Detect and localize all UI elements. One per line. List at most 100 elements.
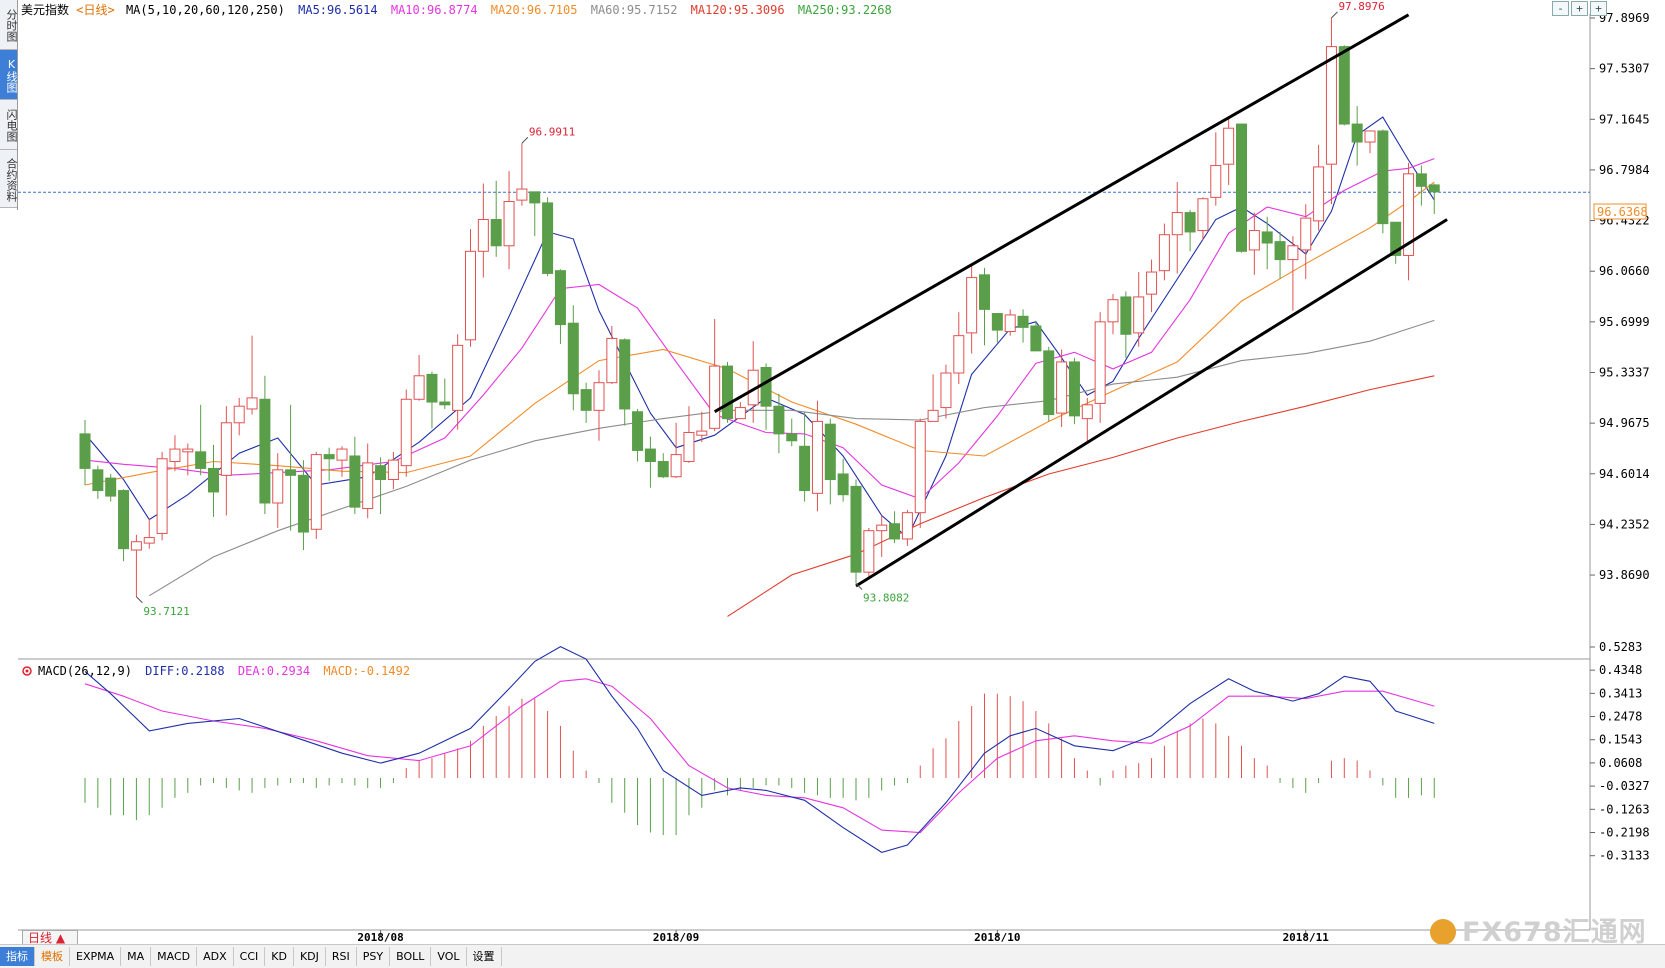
candle-body (1351, 123, 1363, 143)
candle-body (1004, 314, 1016, 333)
candle-body (1313, 166, 1325, 222)
tab-boll[interactable]: BOLL (390, 947, 432, 966)
macd-tick-label: 0.3413 (1599, 686, 1642, 700)
candle-body (169, 448, 181, 463)
macd-tick-label: -0.0327 (1599, 779, 1650, 793)
candle-body (1158, 234, 1170, 272)
candle-body (272, 469, 284, 504)
price-annotations: 96.9911 97.8976 93.7121 93.8082 (136, 0, 1385, 618)
macd-tick-label: -0.1263 (1599, 802, 1650, 816)
candle-body (670, 454, 682, 478)
candle-body (259, 398, 271, 504)
candle-body (1184, 212, 1196, 233)
ma60-value: MA60:95.7152 (591, 3, 678, 17)
low-label-aug: 93.7121 (143, 605, 189, 618)
candle-body (1428, 184, 1440, 193)
period-tag: <日线> (76, 3, 114, 17)
tab-kline[interactable]: K线图 (0, 50, 18, 100)
candle-body (349, 455, 361, 508)
tab-indicators[interactable]: 指标 (0, 947, 35, 966)
minimize-button[interactable]: - (1552, 1, 1569, 16)
tab-flash[interactable]: 闪电图 (0, 100, 18, 150)
macd-tick-label: -0.3133 (1599, 849, 1650, 863)
candle-body (220, 422, 232, 476)
candle-body (991, 313, 1003, 331)
price-tick-label: 96.0660 (1599, 264, 1650, 278)
macd-settings-icon[interactable] (22, 666, 32, 676)
tab-vol[interactable]: VOL (431, 947, 467, 966)
dea-value: DEA:0.2934 (238, 664, 310, 678)
candle-body (426, 373, 438, 403)
candle-body (208, 467, 219, 493)
candle-body (760, 366, 772, 407)
candle-body (567, 322, 579, 395)
candle-body (233, 405, 245, 424)
candle-body (1107, 299, 1119, 323)
candle-body (1236, 123, 1247, 252)
date-axis: 2018/08 2018/09 2018/10 2018/11 (357, 930, 1329, 944)
tab-templates[interactable]: 模板 (35, 947, 70, 966)
ma-params: MA(5,10,20,60,120,250) (126, 3, 285, 17)
zoom-out-button[interactable]: + (1590, 1, 1607, 16)
tab-contract-info[interactable]: 合约资料 (0, 150, 18, 208)
candle-body (863, 530, 875, 573)
candle-body (1377, 130, 1389, 225)
tab-adx[interactable]: ADX (197, 947, 234, 966)
candle-body (336, 448, 348, 461)
candle-body (1415, 173, 1427, 187)
price-tick-label: 97.8969 (1599, 11, 1650, 25)
macd-params: MACD(26,12,9) (38, 664, 132, 678)
macd-legend: MACD(26,12,9) DIFF:0.2188 DEA:0.2934 MAC… (38, 664, 410, 678)
macd-axis: 0.5283 0.4348 0.3413 0.2478 0.1543 0.0608 -0.0… (1590, 640, 1650, 863)
date-tick-label: 2018/09 (653, 931, 699, 944)
zoom-in-button[interactable]: + (1571, 1, 1588, 16)
candle-body (593, 382, 605, 411)
channel-upper-line (713, 13, 1410, 414)
candle-body (477, 218, 489, 252)
logo-icon (1430, 919, 1456, 945)
candle-body (387, 459, 399, 480)
diff-value: DIFF:0.2188 (145, 664, 224, 678)
candle-body (1287, 245, 1299, 261)
tab-settings[interactable]: 设置 (467, 947, 502, 966)
price-tick-label: 94.9675 (1599, 416, 1650, 430)
tab-macd[interactable]: MACD (151, 947, 198, 966)
high-label-nov-pointer (1331, 11, 1338, 19)
dea-line (84, 678, 1435, 834)
tab-kdj[interactable]: KDJ (294, 947, 326, 966)
candle-body (1146, 271, 1158, 295)
candle-body (1325, 46, 1337, 165)
tab-timeshare[interactable]: 分时图 (0, 0, 18, 50)
low-label-sep-pointer (855, 583, 863, 590)
ma10-value: MA10:96.8774 (391, 3, 478, 17)
candle-body (850, 485, 862, 573)
candle-body (1068, 361, 1080, 417)
candle-body (285, 469, 297, 476)
candle-body (105, 477, 117, 497)
tab-cci[interactable]: CCI (234, 947, 266, 966)
candle-body (413, 375, 425, 400)
ma250-value: MA250:93.2268 (798, 3, 892, 17)
price-tick-label: 94.6014 (1599, 467, 1650, 481)
tab-kd[interactable]: KD (265, 947, 294, 966)
candle-body (1081, 404, 1093, 420)
candle-body (1210, 165, 1222, 198)
tab-expma[interactable]: EXPMA (70, 947, 122, 966)
candle-body (465, 250, 476, 341)
high-label-aug: 96.9911 (529, 125, 575, 138)
period-selector[interactable]: 日线 ▲ (22, 930, 78, 945)
macd-tick-label: -0.2198 (1599, 826, 1650, 840)
tab-rsi[interactable]: RSI (326, 947, 357, 966)
indicator-toolbar: 指标 模板 EXPMA MA MACD ADX CCI KD KDJ RSI P… (0, 944, 1665, 968)
ma20-value: MA20:96.7105 (491, 3, 578, 17)
candlestick-chart[interactable]: 97.896997.530797.164596.798496.432296.06… (0, 0, 1665, 944)
candle-body (966, 277, 978, 334)
candle-body (1056, 361, 1068, 414)
low-label-aug-pointer (136, 596, 143, 604)
tab-psy[interactable]: PSY (357, 947, 391, 966)
candle-body (452, 344, 464, 411)
candle-body (297, 474, 309, 533)
tab-ma[interactable]: MA (121, 947, 152, 966)
candle-body (1248, 230, 1260, 251)
candle-body (439, 401, 451, 406)
